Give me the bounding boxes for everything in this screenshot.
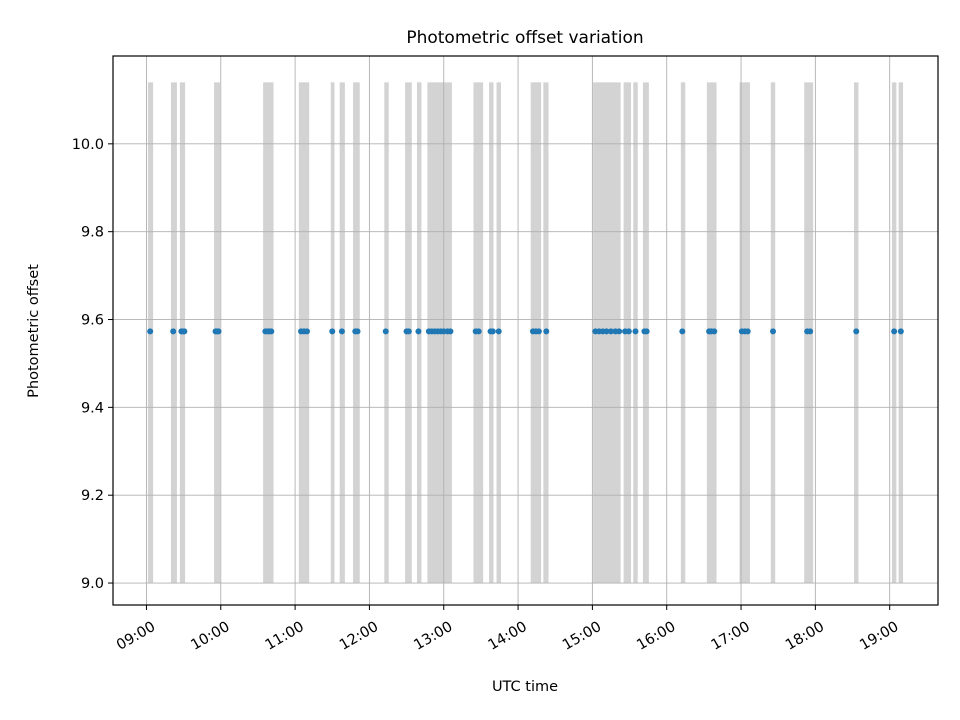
data-point-34 xyxy=(489,328,496,335)
data-point-62 xyxy=(853,328,860,335)
plot-frame xyxy=(112,55,939,606)
data-point-43 xyxy=(603,328,610,335)
data-point-44 xyxy=(607,328,614,335)
data-point-22 xyxy=(415,328,422,335)
data-point-18 xyxy=(354,328,361,335)
data-point-1 xyxy=(170,328,177,335)
data-point-64 xyxy=(897,328,904,335)
chart-title: Photometric offset variation xyxy=(406,28,643,48)
y-tick-label-5: 10.0 xyxy=(72,137,104,153)
data-point-55 xyxy=(711,328,718,335)
data-point-58 xyxy=(744,328,751,335)
x-axis-label: UTC time xyxy=(492,679,558,695)
data-point-4 xyxy=(181,328,188,335)
data-point-52 xyxy=(679,328,686,335)
data-point-51 xyxy=(643,328,650,335)
y-tick-label-1: 9.2 xyxy=(81,488,104,504)
y-tick-label-4: 9.8 xyxy=(81,225,104,241)
data-point-48 xyxy=(625,328,632,335)
data-point-15 xyxy=(329,328,336,335)
y-tick-label-3: 9.6 xyxy=(81,313,104,329)
y-axis-label: Photometric offset xyxy=(26,264,42,398)
data-point-19 xyxy=(382,328,389,335)
y-tick-label-0: 9.0 xyxy=(81,576,104,592)
data-point-16 xyxy=(338,328,345,335)
data-point-63 xyxy=(891,328,898,335)
data-point-32 xyxy=(475,328,482,335)
y-axis-ticks: 9.0 9.2 9.4 9.6 9.8 10.0 xyxy=(72,137,113,592)
data-point-30 xyxy=(447,328,454,335)
data-point-59 xyxy=(770,328,776,335)
data-point-49 xyxy=(632,328,639,335)
data-points xyxy=(147,328,904,335)
data-point-0 xyxy=(147,328,154,335)
data-point-38 xyxy=(535,328,542,335)
data-point-61 xyxy=(807,328,814,335)
data-point-39 xyxy=(543,328,550,335)
data-point-35 xyxy=(495,328,502,335)
data-point-11 xyxy=(268,328,275,335)
y-tick-label-2: 9.4 xyxy=(81,400,104,416)
data-point-46 xyxy=(616,328,623,335)
data-point-7 xyxy=(215,328,222,335)
data-point-21 xyxy=(405,328,412,335)
data-point-14 xyxy=(303,328,310,335)
